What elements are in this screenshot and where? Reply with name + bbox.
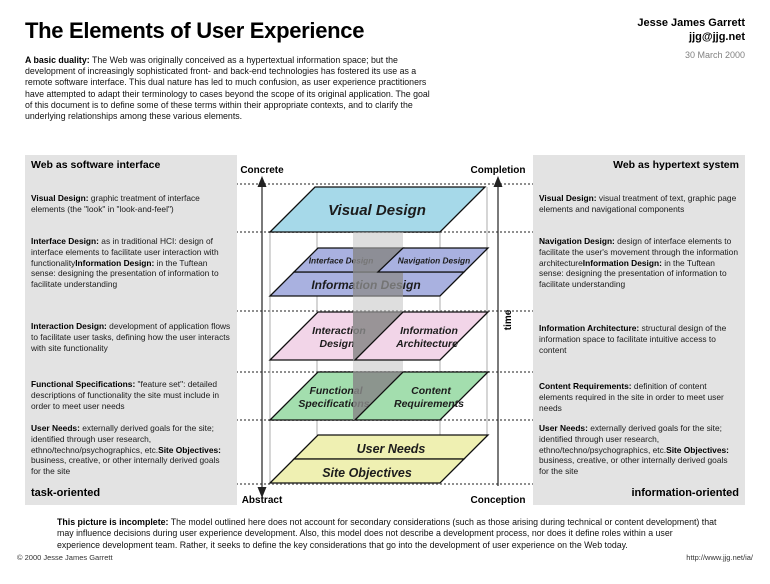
term-desc: business, creative, or other internally … — [31, 455, 220, 477]
term-name: Information Design: — [75, 257, 155, 268]
plane-label-visual-design: Visual Design — [328, 202, 426, 219]
plane-label-functional-2: Specifications — [298, 398, 369, 410]
plane-navigation-design — [376, 247, 490, 273]
plane-label-functional-1: Functional — [309, 385, 363, 397]
definition-user-needs-site-objectives-right: User Needs: externally derived goals for… — [539, 423, 739, 477]
term-name: Interface Design: — [31, 236, 99, 246]
definition-visual-design-left: Visual Design: graphic treatment of inte… — [31, 193, 231, 215]
plane-label-interface-design: Interface Design — [309, 256, 374, 266]
term-desc: externally derived goals for the site; i… — [31, 423, 214, 455]
left-panel-footer: task-oriented — [31, 487, 101, 499]
right-panel-header: Web as hypertext system — [613, 159, 739, 171]
term-desc: structural design of the information spa… — [539, 323, 727, 355]
plane-label-interaction-2: Design — [319, 338, 354, 350]
arrow-up-icon — [493, 176, 503, 187]
term-desc: visual treatment of text, graphic page e… — [539, 193, 737, 214]
definition-interaction-design: Interaction Design: development of appli… — [31, 321, 231, 353]
author-name: Jesse James Garrett — [637, 17, 745, 29]
intro-paragraph: A basic duality: The Web was originally … — [25, 55, 433, 122]
plane-content-requirements — [353, 371, 490, 421]
plane-label-info-architecture-2: Architecture — [395, 338, 458, 350]
term-name: Visual Design: — [31, 193, 89, 203]
definition-navigation-information-design: Navigation Design: design of interface e… — [539, 236, 739, 290]
term-desc: graphic treatment of interface elements … — [31, 193, 200, 214]
term-desc: externally derived goals for the site; i… — [539, 423, 722, 455]
term-name: Interaction Design: — [31, 321, 107, 331]
term-desc: development of application flows to faci… — [31, 321, 231, 353]
term-name: Information Architecture: — [539, 323, 640, 333]
axis-label-conception: Conception — [471, 495, 526, 506]
term-desc: business, creative, or other internally … — [539, 455, 728, 477]
definition-visual-design-right: Visual Design: visual treatment of text,… — [539, 193, 739, 215]
plane-label-info-architecture-1: Information — [400, 325, 458, 337]
term-name: Information Design: — [582, 257, 662, 268]
plane-label-navigation-design: Navigation Design — [398, 256, 470, 266]
term-desc: in the Tuftean sense: designing the pres… — [539, 257, 727, 290]
term-desc: definition of content elements required … — [539, 381, 724, 413]
plane-label-user-needs: User Needs — [357, 442, 426, 456]
left-panel-software-interface: Web as software interface Visual Design:… — [25, 155, 237, 505]
note-text: The model outlined here does not account… — [57, 517, 717, 550]
arrow-up-icon — [257, 176, 267, 187]
term-desc: in the Tuftean sense: designing the pres… — [31, 257, 219, 290]
dotted-divider — [25, 483, 745, 485]
author-email[interactable]: jjg@jjg.net — [689, 31, 745, 43]
definition-content-requirements: Content Requirements: definition of cont… — [539, 381, 739, 413]
term-desc: as in traditional HCI: design of interfa… — [31, 236, 219, 268]
dotted-divider — [25, 183, 745, 185]
elements-diagram: Concrete Abstract Completion Conception … — [240, 165, 526, 506]
definition-information-architecture: Information Architecture: structural des… — [539, 323, 739, 355]
term-name: Site Objectives: — [666, 444, 729, 455]
term-name: User Needs: — [539, 423, 588, 433]
axis-label-concrete: Concrete — [240, 165, 284, 176]
axis-label-abstract: Abstract — [242, 495, 283, 506]
note-lead: This picture is incomplete: — [57, 517, 169, 527]
source-url[interactable]: http://www.jjg.net/ia/ — [686, 553, 753, 562]
intro-text: The Web was originally conceived as a hy… — [25, 55, 430, 122]
time-axis-label: time — [503, 309, 514, 330]
definition-user-needs-site-objectives-left: User Needs: externally derived goals for… — [31, 423, 231, 477]
plane-label-site-objectives: Site Objectives — [322, 466, 412, 480]
plane-label-content-2: Requirements — [394, 398, 464, 410]
arrow-down-icon — [257, 487, 267, 498]
definition-functional-specifications: Functional Specifications: "feature set"… — [31, 379, 231, 411]
term-desc: design of interface elements to facilita… — [539, 236, 738, 268]
right-panel-footer: information-oriented — [631, 487, 739, 499]
byline: Jesse James Garrett jjg@jjg.net 30 March… — [637, 16, 745, 62]
term-name: Functional Specifications: — [31, 379, 136, 389]
term-name: Site Objectives: — [158, 444, 221, 455]
plane-information-architecture — [353, 311, 490, 361]
intro-lead: A basic duality: — [25, 55, 90, 65]
term-name: User Needs: — [31, 423, 80, 433]
plane-site-objectives — [268, 458, 466, 484]
term-name: Navigation Design: — [539, 236, 615, 246]
concrete-abstract-axis — [257, 176, 267, 498]
page-title: The Elements of User Experience — [25, 18, 365, 43]
doc-date: 30 March 2000 — [684, 50, 745, 60]
plane-label-content-1: Content — [411, 385, 451, 397]
left-panel-header: Web as software interface — [31, 159, 161, 171]
definition-interface-information-design: Interface Design: as in traditional HCI:… — [31, 236, 231, 290]
copyright-text: © 2000 Jesse James Garrett — [17, 553, 113, 562]
term-name: Content Requirements: — [539, 381, 632, 391]
term-name: Visual Design: — [539, 193, 597, 203]
axis-label-completion: Completion — [471, 165, 526, 176]
disclaimer-note: This picture is incomplete: The model ou… — [57, 517, 717, 551]
completion-conception-axis — [493, 176, 503, 486]
right-panel-hypertext-system: Web as hypertext system Visual Design: v… — [533, 155, 745, 505]
term-desc: "feature set": detailed descriptions of … — [31, 379, 220, 411]
plane-label-interaction-1: Interaction — [312, 325, 366, 337]
